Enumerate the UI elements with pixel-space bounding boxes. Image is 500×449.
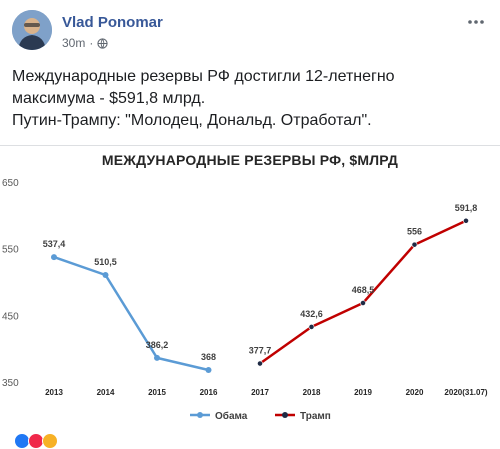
chart-image[interactable]: МЕЖДУНАРОДНЫЕ РЕЗЕРВЫ РФ, $МЛРД 650 550 45… [0,146,500,430]
divider [0,145,500,146]
data-label: 468,5 [352,285,375,295]
data-label: 537,4 [43,239,66,249]
data-label: 432,6 [300,309,323,319]
globe-icon[interactable] [97,37,108,49]
data-point [205,367,212,373]
data-point [308,324,315,330]
legend-label: Обама [215,410,248,422]
reactions-strip [0,430,500,442]
data-point [360,300,366,306]
data-label: 386,2 [146,340,169,350]
y-tick-label: 650 [2,178,19,189]
data-point [257,360,263,367]
data-label: 591,8 [455,203,478,213]
y-tick-label: 450 [2,311,19,322]
avatar[interactable] [12,10,52,50]
y-tick-label: 550 [2,245,19,256]
x-tick-label: 2018 [303,388,321,397]
legend-label: Трамп [300,411,331,422]
post-text: Международные резервы РФ достигли 12-лет… [12,66,488,132]
avatar-image [12,10,52,50]
x-tick-label: 2017 [251,388,269,397]
post-time[interactable]: 30m [62,36,86,50]
series-line-obama [53,255,209,372]
x-tick-label: 2020 [406,388,424,397]
data-label: 510,5 [94,257,117,267]
meta-separator: · [89,36,94,50]
post-meta: 30m · [62,36,108,50]
chart-svg: 650 550 450 350 2013 2014 2015 2016 2017 2018 2019… [2,178,488,422]
x-tick-label: 2016 [200,388,218,397]
haha-reaction-icon[interactable] [42,433,58,449]
data-label: 377,7 [249,346,272,356]
more-options-icon[interactable] [464,10,488,34]
author-name[interactable]: Vlad Ponomar [62,14,163,31]
chart-title: МЕЖДУНАРОДНЫЕ РЕЗЕРВЫ РФ, $МЛРД [101,152,399,168]
x-tick-label: 2015 [148,388,166,397]
data-point [154,354,160,361]
x-tick-label: 2020(31.07) [444,388,487,397]
x-tick-label: 2013 [45,388,63,397]
legend-swatch-marker [282,412,288,418]
legend-swatch-marker [197,412,203,418]
post-text-line-2: максимума - $591,8 млрд. [12,90,206,107]
data-point [102,272,109,278]
data-label: 556 [407,227,422,237]
data-point [51,254,57,261]
post-text-line-3: Путин-Трампу: "Молодец, Дональд. Отработ… [12,112,372,129]
data-point [463,217,469,224]
post-text-line-1: Международные резервы РФ достигли 12-лет… [12,68,395,85]
data-label: 368 [201,352,216,362]
y-tick-label: 350 [2,378,19,389]
data-point [411,241,418,248]
x-tick-label: 2014 [97,388,115,397]
post-header: Vlad Ponomar 30m · [12,10,488,58]
x-tick-label: 2019 [354,388,372,397]
